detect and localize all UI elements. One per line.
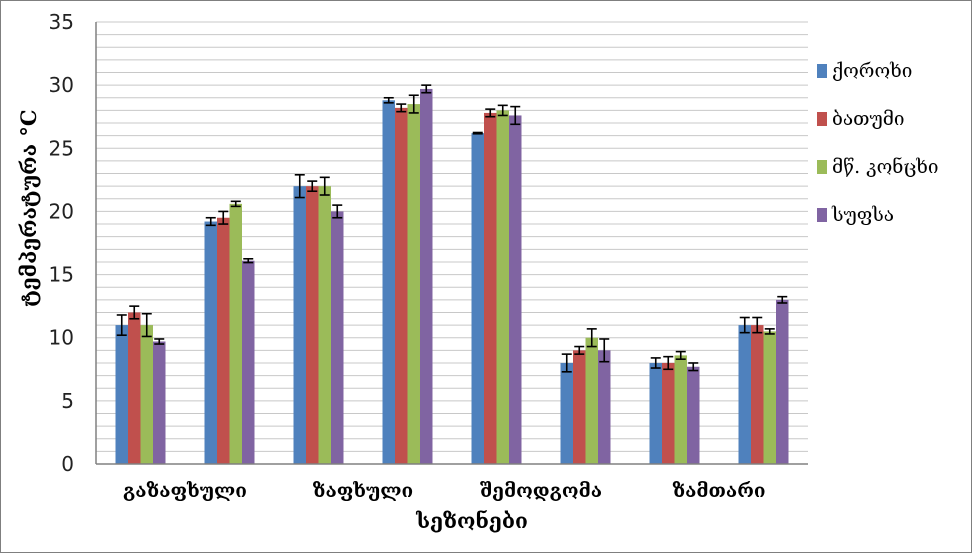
legend-swatch bbox=[817, 208, 827, 222]
bar bbox=[140, 325, 153, 464]
bar bbox=[407, 104, 420, 464]
x-category-labels: გაზაფხული ზაფხული შემოდგომა ზამთარი bbox=[123, 480, 766, 502]
bars bbox=[115, 88, 789, 465]
x-tick-label: შემოდგომა bbox=[480, 480, 602, 502]
bar bbox=[674, 355, 687, 464]
bar bbox=[115, 325, 128, 464]
bar bbox=[509, 115, 522, 465]
x-tick-label: ზამთარი bbox=[672, 480, 765, 502]
legend-swatch bbox=[817, 64, 827, 78]
bar bbox=[573, 350, 586, 464]
bar bbox=[484, 112, 497, 464]
bar bbox=[229, 203, 242, 464]
y-tick-label: 5 bbox=[61, 389, 74, 413]
legend-swatch bbox=[817, 112, 827, 126]
legend: ქოროხი ბათუმი მწ. კონცხი სუფსა bbox=[817, 60, 939, 226]
bar bbox=[395, 107, 408, 465]
y-tick-label: 15 bbox=[49, 263, 74, 287]
x-axis-title: სეზონები bbox=[415, 508, 528, 533]
grid-lines bbox=[96, 21, 808, 465]
bar bbox=[776, 299, 789, 464]
bar bbox=[598, 350, 611, 464]
legend-label: ქოროხი bbox=[832, 60, 912, 82]
y-tick-label: 25 bbox=[49, 136, 74, 160]
y-tick-label: 35 bbox=[49, 10, 74, 34]
bar bbox=[738, 325, 751, 464]
bar bbox=[560, 362, 573, 464]
legend-label: სუფსა bbox=[831, 204, 894, 226]
y-tick-label: 30 bbox=[49, 73, 74, 97]
y-tick-labels: 0 5 10 15 20 25 30 35 bbox=[49, 10, 74, 476]
bar bbox=[331, 211, 344, 464]
bar bbox=[153, 341, 166, 464]
bar bbox=[318, 186, 331, 464]
bar bbox=[649, 362, 662, 464]
bar bbox=[751, 325, 764, 464]
y-axis-title: ტემპერატურა °C bbox=[16, 109, 41, 306]
bar bbox=[128, 312, 141, 464]
bar bbox=[306, 186, 319, 464]
bar bbox=[763, 331, 776, 464]
error-bars bbox=[116, 84, 788, 373]
bar bbox=[496, 110, 509, 465]
bar bbox=[585, 337, 598, 464]
bar bbox=[293, 186, 306, 464]
legend-label: ბათუმი bbox=[832, 108, 905, 130]
bar bbox=[242, 260, 255, 464]
bar bbox=[204, 221, 217, 464]
bar bbox=[420, 88, 433, 464]
bar bbox=[687, 366, 700, 464]
bar bbox=[382, 100, 395, 464]
y-tick-label: 10 bbox=[49, 326, 74, 350]
axes bbox=[95, 22, 808, 465]
legend-label: მწ. კონცხი bbox=[832, 156, 939, 178]
x-tick-label: ზაფხული bbox=[313, 480, 413, 502]
x-tick-label: გაზაფხული bbox=[123, 480, 247, 502]
y-tick-label: 0 bbox=[61, 452, 74, 476]
y-tick-label: 20 bbox=[49, 199, 74, 223]
bar bbox=[217, 217, 230, 464]
legend-swatch bbox=[817, 160, 827, 174]
bar bbox=[662, 362, 675, 464]
bar bbox=[471, 133, 484, 465]
